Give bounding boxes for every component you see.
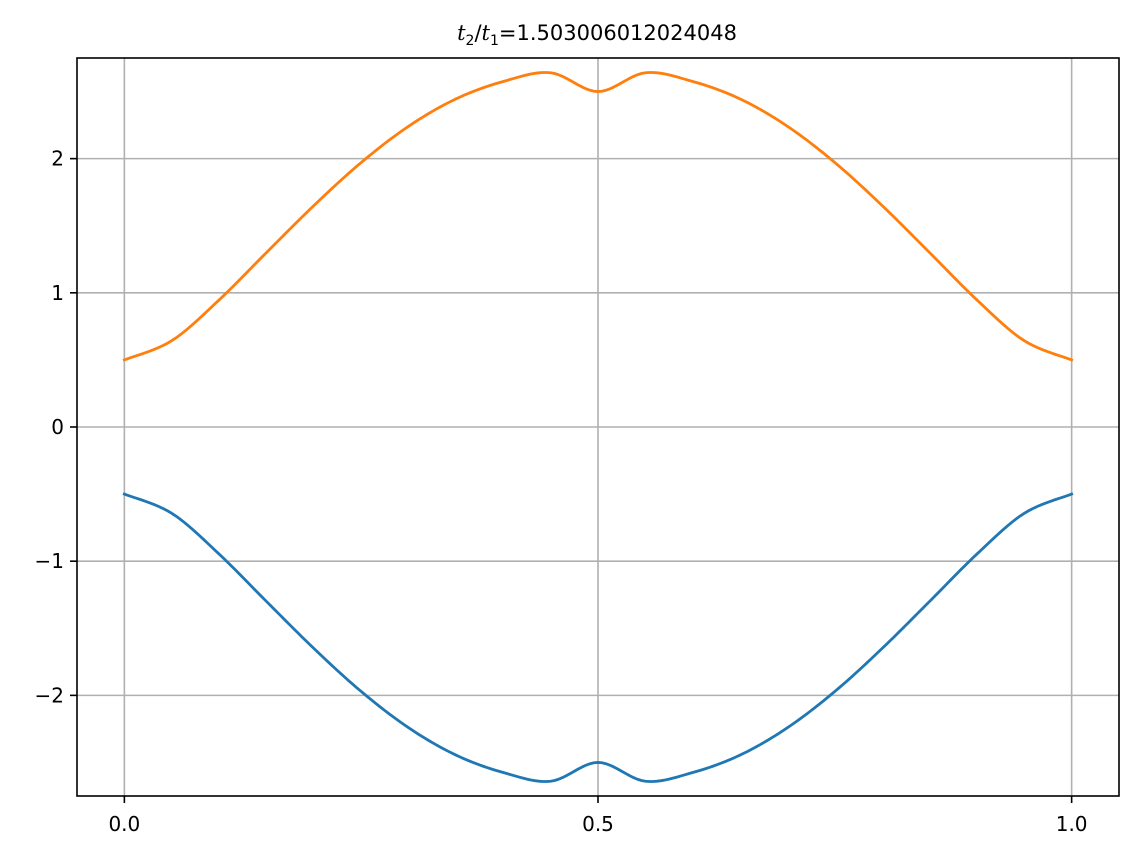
y-tick-label: −2 [35, 683, 64, 707]
x-tick-label: 1.0 [1056, 812, 1088, 836]
series-lines [122, 71, 1074, 783]
title-separator: / [474, 21, 482, 45]
x-tick-label: 0.5 [582, 812, 614, 836]
title-value: =1.503006012024048 [499, 21, 737, 45]
ticks: 0.0 0.5 1.0 −2 −1 0 1 2 [35, 147, 1088, 836]
y-tick-label: −1 [35, 549, 64, 573]
series-line-2 [122, 71, 1074, 362]
y-tick-label: 1 [51, 281, 64, 305]
y-tick-label: 2 [51, 147, 64, 171]
series-line-1 [122, 492, 1074, 783]
grid [77, 58, 1119, 796]
x-tick-label: 0.0 [108, 812, 140, 836]
title-var-2: t [482, 21, 491, 45]
title-sub-2: 1 [490, 33, 499, 49]
y-tick-label: 0 [51, 415, 64, 439]
title-var-1: t [457, 21, 466, 45]
title-sub-1: 2 [466, 33, 475, 49]
chart-title: t2/t1=1.503006012024048 [457, 21, 737, 49]
